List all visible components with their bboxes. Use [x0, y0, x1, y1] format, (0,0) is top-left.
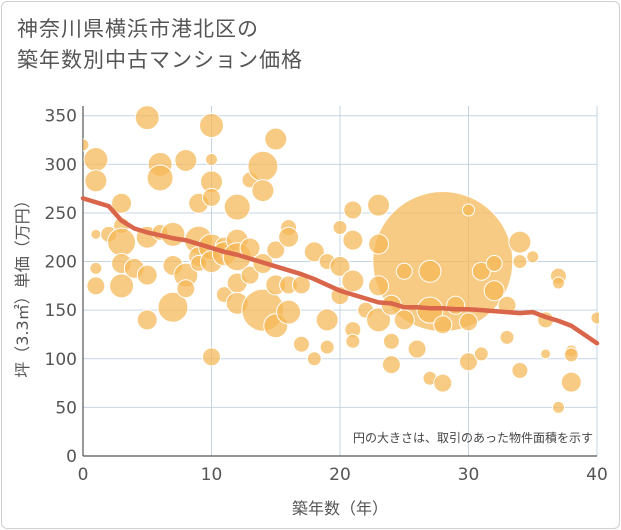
data-bubble	[540, 348, 552, 360]
data-bubble	[368, 275, 390, 297]
data-bubble	[367, 193, 391, 217]
data-bubble	[107, 227, 137, 257]
data-bubble	[240, 265, 260, 285]
data-bubble	[551, 276, 565, 290]
data-bubble	[393, 309, 415, 331]
data-bubble	[84, 169, 108, 193]
x-tick-label: 0	[78, 465, 89, 485]
size-note: 円の大きさは、取引のあった物件面積を示す	[353, 430, 593, 445]
y-tick-label: 50	[55, 398, 77, 418]
data-bubble	[83, 146, 109, 172]
data-bubble	[90, 228, 102, 240]
data-bubble	[512, 254, 528, 270]
data-bubble	[223, 193, 251, 221]
data-bubble	[264, 127, 288, 151]
data-bubble	[462, 203, 475, 217]
data-bubble	[459, 312, 478, 332]
data-bubble	[136, 309, 158, 331]
data-bubble	[473, 346, 489, 362]
y-tick-label: 0	[66, 447, 77, 467]
x-tick-label: 10	[201, 465, 223, 485]
data-bubble	[433, 373, 453, 393]
data-bubble	[459, 352, 478, 372]
data-bubble	[247, 150, 279, 182]
data-bubble	[483, 280, 505, 302]
y-tick-label: 250	[45, 204, 77, 224]
data-bubble	[382, 332, 400, 350]
data-bubble	[551, 400, 565, 414]
data-bubble	[590, 311, 599, 325]
data-bubble	[418, 259, 442, 283]
data-bubble	[157, 291, 189, 323]
data-bubble	[499, 329, 515, 345]
y-tick-label: 100	[45, 350, 77, 370]
chart-title: 神奈川県横浜市港北区の 築年数別中古マンション価格	[17, 14, 437, 76]
data-bubble	[202, 347, 221, 367]
y-tick-label: 200	[45, 253, 77, 273]
data-bubble	[511, 361, 529, 379]
trend-layer	[80, 196, 600, 346]
data-bubble	[526, 250, 540, 264]
chart-title-line2: 築年数別中古マンション価格	[17, 48, 303, 72]
y-tick-label: 350	[45, 107, 77, 127]
data-bubble	[446, 295, 466, 315]
data-bubble	[266, 240, 286, 260]
bubble-layer	[83, 105, 599, 414]
data-bubble	[381, 355, 401, 375]
chart-title-line1: 神奈川県横浜市港北区の	[17, 17, 259, 41]
data-bubble	[174, 148, 198, 172]
x-tick-label: 20	[329, 465, 351, 485]
data-bubble	[89, 261, 103, 275]
data-bubble	[202, 187, 221, 207]
data-bubble	[395, 262, 413, 280]
data-bubble	[109, 273, 135, 299]
data-bubble	[278, 226, 300, 248]
data-bubble	[407, 339, 427, 359]
data-bubble	[83, 138, 90, 152]
y-tick-label: 300	[45, 155, 77, 175]
data-bubble	[146, 164, 174, 192]
data-bubble	[341, 269, 365, 293]
y-axis-label: 坪（3.3㎡）単価（万円）	[13, 192, 32, 377]
data-bubble	[176, 279, 196, 299]
data-bubble	[292, 335, 310, 353]
data-bubble	[366, 307, 392, 333]
y-tick-label: 150	[45, 301, 77, 321]
data-bubble	[199, 112, 224, 138]
data-bubble	[303, 241, 325, 263]
data-bubble	[368, 233, 390, 255]
x-tick-label: 30	[458, 465, 480, 485]
data-bubble	[343, 200, 363, 220]
x-axis-label: 築年数（年）	[292, 499, 388, 518]
data-bubble	[508, 230, 532, 254]
data-bubble	[315, 308, 339, 332]
data-bubble	[329, 255, 351, 277]
data-bubble	[563, 347, 579, 363]
data-bubble	[485, 255, 503, 272]
data-bubble	[319, 339, 335, 355]
data-bubble	[86, 276, 106, 296]
data-bubble	[345, 333, 361, 349]
data-bubble	[306, 351, 322, 367]
data-bubble	[251, 179, 275, 203]
data-bubble	[332, 220, 348, 236]
data-bubble	[342, 229, 364, 251]
data-bubble	[205, 152, 218, 166]
data-bubble	[134, 105, 160, 131]
data-bubble	[433, 315, 453, 335]
tick-labels: 0 50 100 150 200 250 300 350 0 10 20 30 40	[45, 107, 608, 485]
data-bubble	[111, 192, 133, 214]
data-bubble	[276, 299, 302, 325]
data-bubble	[136, 264, 158, 286]
data-bubble	[471, 261, 491, 281]
trend-line	[80, 196, 600, 346]
x-tick-label: 40	[586, 465, 608, 485]
data-bubble	[560, 371, 582, 393]
